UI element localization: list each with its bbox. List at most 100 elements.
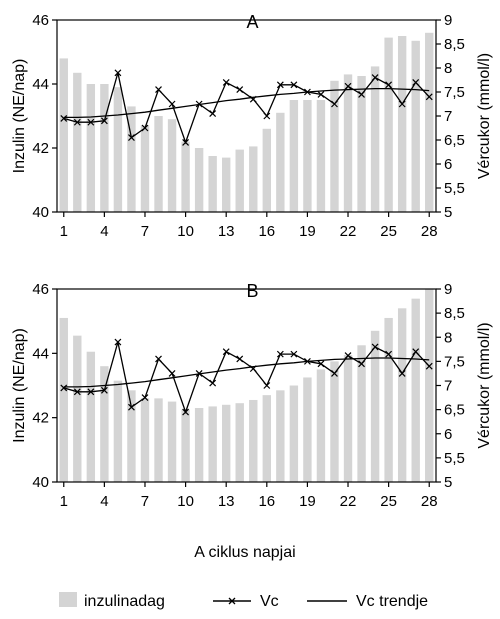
insulin-bar-b-1 [59,317,68,482]
vc-point-b-21 [331,370,338,377]
legend-vc-line-icon [213,597,251,605]
y-right-tick-label-b-7: 8,5 [444,305,465,322]
x-tick-label-b-3: 10 [177,493,194,510]
y-right-tick-label-a-0: 5 [444,204,452,221]
vc-point-b-15 [249,365,257,373]
legend: inzulinadag Vc Vc trendje [59,592,428,610]
vc-point-a-4 [100,117,108,125]
insulin-bar-b-23 [357,345,366,482]
y-left-tick-label-b-3: 46 [32,281,49,298]
insulin-bar-b-14 [235,403,244,482]
insulin-bar-a-7 [140,125,150,212]
panel-b: 40 42 44 46 5 5,5 6 6,5 7 7,5 8 8,5 9 1 4 7 10 13 16 19 22 25… [11,281,493,510]
legend-bar-label: inzulinadag [84,593,165,610]
vc-point-a-16 [263,112,271,120]
y-right-tick-label-a-5: 7,5 [444,84,465,101]
x-tick-label-a-7: 22 [340,223,357,240]
x-tick-label-a-5: 16 [258,223,275,240]
insulin-bar-a-26 [397,36,407,212]
vc-point-a-14 [236,86,244,94]
insulin-bar-b-24 [370,330,380,482]
vc-point-a-28 [425,93,433,101]
vc-line-b [63,341,430,414]
insulin-bar-a-6 [127,106,136,212]
insulin-bar-b-11 [194,408,204,482]
y-left-tick-label-b-1: 42 [32,410,49,427]
y-right-tick-label-b-4: 7 [444,378,452,395]
insulin-bar-a-3 [86,84,96,212]
x-tick-label-a-0: 1 [60,223,68,240]
legend-bar-swatch [59,592,77,607]
y-right-tick-label-b-0: 5 [444,474,452,491]
insulin-bar-b-20 [316,369,326,482]
insulin-bar-b-25 [384,317,393,482]
vc-point-a-11 [195,100,203,108]
x-tick-label-a-2: 7 [141,223,149,240]
vc-point-a-22 [344,82,352,90]
vc-point-a-25 [385,81,393,89]
vc-point-a-19 [303,88,311,96]
y-right-tick-label-b-6: 8 [444,329,452,346]
y-right-axis-title-a: Vércukor (mmol/l) [476,53,493,179]
x-tick-label-a-4: 13 [218,223,235,240]
vc-point-b-5 [114,338,122,346]
y-left-tick-label-a-2: 44 [32,76,49,93]
y-left-tick-label-a-3: 46 [32,12,49,29]
x-tick-label-b-4: 13 [218,493,235,510]
vc-point-a-13 [222,78,230,86]
y-left-tick-label-b-2: 44 [32,345,49,362]
insulin-bar-b-6 [127,390,136,482]
y-left-axis-title-b: Inzulin (NE/nap) [11,328,28,443]
y-right-axis-title-b: Vércukor (mmol/l) [476,322,493,448]
insulin-bar-b-21 [330,361,339,482]
vc-point-a-7 [141,124,149,132]
insulin-bar-b-5 [113,380,123,482]
y-right-tick-label-b-1: 5,5 [444,450,465,467]
y-right-tick-label-a-3: 6,5 [444,132,465,149]
vc-point-b-11 [195,370,203,377]
insulin-bar-a-11 [194,148,204,212]
vc-point-a-2 [73,118,81,126]
vc-point-b-20 [317,360,325,368]
insulin-bar-a-12 [208,156,217,212]
x-tick-label-a-1: 4 [100,223,108,240]
vc-point-b-6 [128,403,135,411]
insulin-bar-b-3 [86,351,96,482]
vc-point-b-13 [222,348,230,356]
insulin-bar-a-27 [411,40,420,212]
legend-trend-label: Vc trendje [356,593,428,610]
insulin-bar-a-10 [181,141,190,212]
vc-point-a-15 [249,95,257,103]
vc-point-a-12 [209,110,217,118]
vc-point-b-10 [182,408,190,416]
vc-point-b-3 [87,388,95,396]
x-tick-label-b-7: 22 [340,493,357,510]
vc-point-a-26 [398,100,406,108]
x-axis-title: A ciklus napjai [194,544,295,561]
vc-point-b-23 [358,360,365,368]
insulin-bar-a-16 [262,128,271,212]
y-right-tick-label-a-2: 6 [444,156,452,173]
vc-point-b-7 [141,394,149,401]
y-right-tick-label-a-7: 8,5 [444,36,465,53]
insulin-bar-a-19 [303,100,312,212]
vc-point-a-24 [371,74,379,82]
insulin-bar-b-4 [100,366,109,482]
insulin-bar-a-22 [343,74,353,213]
insulin-bar-b-10 [181,409,190,482]
insulin-bar-b-15 [249,399,258,482]
y-right-tick-label-a-1: 5,5 [444,180,465,197]
insulin-bar-a-9 [167,119,177,212]
x-tick-label-b-6: 19 [299,493,316,510]
panel-a: 40 42 44 46 5 5,5 6 6,5 7 7,5 8 8,5 9 1 4 7 10 13 16 19 22 25… [11,12,493,240]
vc-trend-line-b [63,357,430,388]
vc-point-b-24 [371,343,379,351]
y-left-axis-title-a: Inzulin (NE/nap) [11,59,28,174]
insulin-bar-b-12 [208,406,217,482]
legend-vc-label: Vc [260,593,279,610]
x-tick-label-b-0: 1 [60,493,68,510]
vc-point-b-2 [73,388,81,396]
panel-title-a: A [246,12,258,32]
insulin-bar-a-25 [384,37,393,212]
x-tick-label-b-8: 25 [380,493,397,510]
